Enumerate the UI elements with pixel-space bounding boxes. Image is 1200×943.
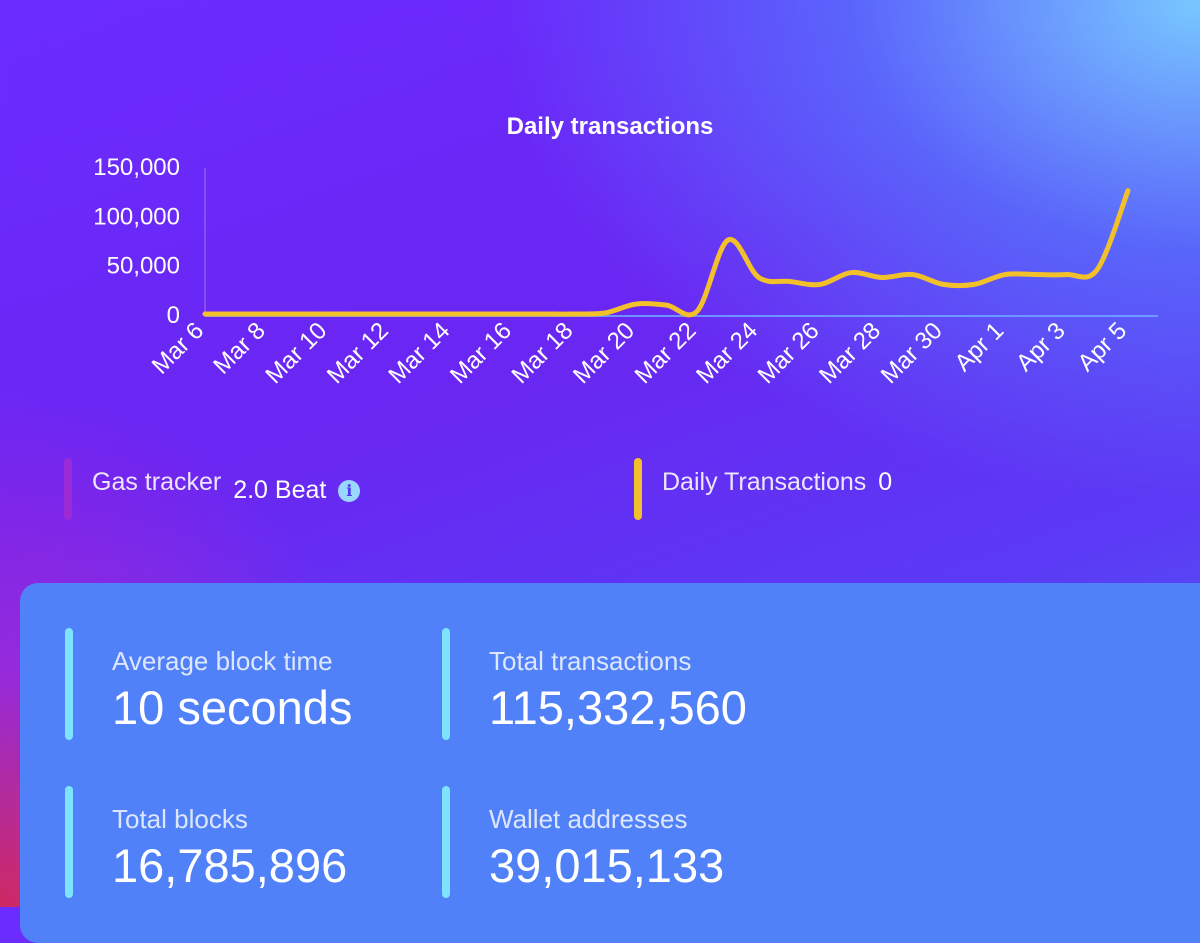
x-tick-label: Mar 20 — [568, 317, 640, 389]
x-tick-label: Mar 12 — [322, 317, 394, 389]
x-tick-label: Mar 26 — [753, 317, 825, 389]
chart-svg: Daily transactions 150,000 100,000 50,000 0… — [93, 113, 1158, 389]
legend-daily-transactions: Daily Transactions 0 — [634, 458, 892, 520]
stat-label: Wallet addresses — [489, 804, 688, 834]
stat-accent-bar — [65, 628, 73, 740]
x-tick-label: Mar 30 — [876, 317, 948, 389]
x-tick-label: Apr 5 — [1073, 317, 1133, 377]
y-axis-ticks: 150,000 100,000 50,000 0 — [93, 154, 180, 329]
x-tick-label: Mar 22 — [630, 317, 702, 389]
info-icon[interactable]: i — [338, 479, 361, 502]
gas-tracker-value: 2.0 Beat — [233, 476, 327, 504]
y-tick-label: 100,000 — [93, 203, 180, 230]
y-tick-label: 0 — [167, 302, 180, 329]
legend-daily-bar — [634, 458, 642, 520]
stat-value: 115,332,560 — [489, 681, 747, 734]
x-tick-label: Mar 18 — [507, 317, 579, 389]
stat-accent-bar — [442, 628, 450, 740]
legend-gas-bar — [64, 458, 72, 520]
stat-accent-bar — [65, 786, 73, 898]
daily-transactions-label: Daily Transactions — [662, 468, 867, 496]
stat-label: Total blocks — [112, 804, 248, 834]
x-tick-label: Mar 24 — [691, 317, 763, 389]
stat-value: 16,785,896 — [112, 839, 348, 892]
x-tick-label: Apr 1 — [950, 317, 1010, 377]
chart-title: Daily transactions — [507, 113, 714, 140]
daily-transactions-line — [202, 188, 1131, 318]
legend-gas-tracker: Gas tracker 2.0 Beat i — [64, 458, 361, 520]
stat-label: Total transactions — [489, 646, 692, 676]
y-tick-label: 50,000 — [107, 253, 180, 280]
daily-transactions-chart: Daily transactions 150,000 100,000 50,000 0… — [0, 0, 1200, 430]
x-tick-label: Mar 28 — [814, 317, 886, 389]
gas-tracker-value-wrap: 2.0 Beat i — [233, 476, 361, 505]
x-tick-label: Apr 3 — [1011, 317, 1071, 377]
x-tick-label: Mar 10 — [260, 317, 332, 389]
x-tick-label: Mar 16 — [445, 317, 517, 389]
stats-panel: Average block time 10 seconds Total tran… — [20, 583, 1200, 943]
y-tick-label: 150,000 — [93, 154, 180, 181]
stat-value: 10 seconds — [112, 681, 353, 734]
stat-value: 39,015,133 — [489, 839, 725, 892]
daily-transactions-value: 0 — [878, 468, 893, 496]
stat-label: Average block time — [112, 646, 333, 676]
gas-tracker-label: Gas tracker — [92, 468, 222, 496]
x-tick-label: Mar 14 — [383, 317, 455, 389]
stat-accent-bar — [442, 786, 450, 898]
